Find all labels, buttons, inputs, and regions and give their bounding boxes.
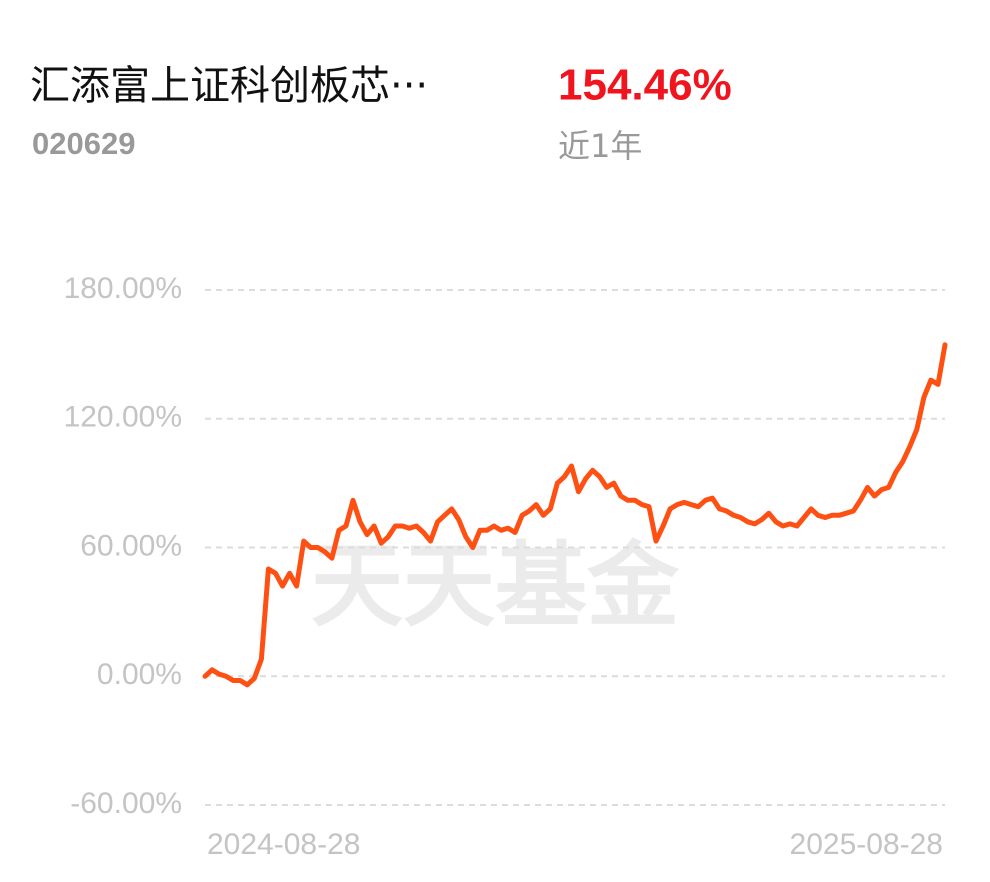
line [202,342,948,688]
chart: -60.00% 0.00% 60.00% 120.00% 180.00% 2024-08-… [64,272,948,861]
x-tick-label: 2024-08-28 [207,828,360,861]
fund-title: 汇添富上证科创板芯··· [30,63,428,109]
return-period: 近1年 [558,127,642,165]
x-tick-label: 2025-08-28 [790,828,943,861]
y-tick-label: 120.00% [64,401,182,434]
y-tick-label: 0.00% [97,658,182,691]
y-tick-label: -60.00% [70,787,182,820]
fund-code: 020629 [32,126,135,161]
fund-return: 154.46% [558,61,732,110]
y-tick-label: 180.00% [64,272,182,305]
y-tick-label: 60.00% [80,529,182,562]
watermark: 天天基金 [311,532,680,639]
